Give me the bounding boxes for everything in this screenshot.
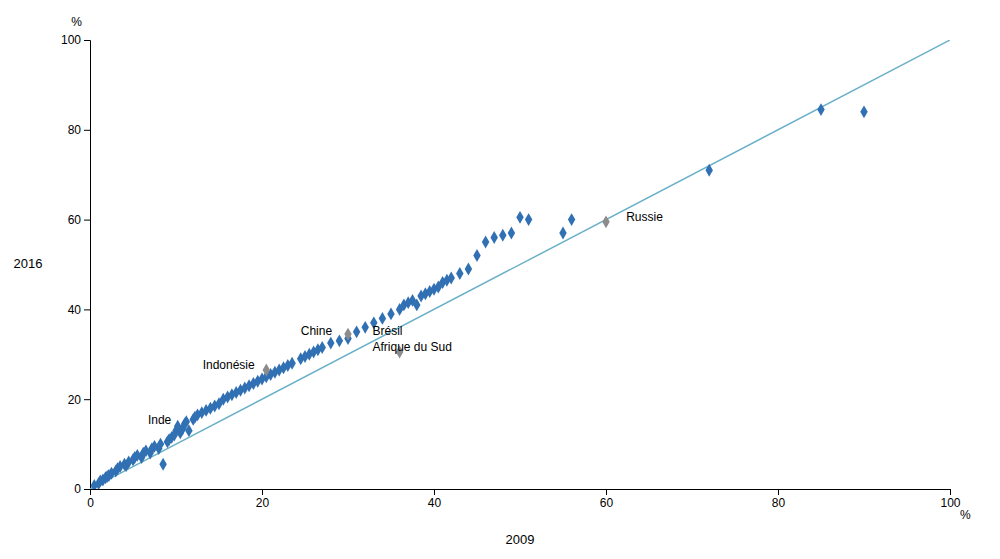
point <box>185 424 192 437</box>
point <box>344 328 351 341</box>
tick-line <box>84 489 90 490</box>
point <box>516 211 523 224</box>
point <box>482 236 489 249</box>
point <box>860 105 867 118</box>
y-axis: 0 20 40 60 80 100 <box>61 33 91 496</box>
point <box>559 227 566 240</box>
axis-line <box>91 490 951 496</box>
y-axis-label: 2016 <box>14 256 43 271</box>
point <box>318 341 325 354</box>
point <box>159 458 166 471</box>
tick-line <box>950 489 951 495</box>
tick-label: 0 <box>74 482 81 496</box>
tick-line <box>84 309 90 310</box>
point <box>456 267 463 280</box>
marks <box>90 40 950 489</box>
tick: 40 <box>428 489 442 510</box>
point <box>817 103 824 116</box>
tick: 40 <box>68 303 90 317</box>
point <box>387 307 394 320</box>
tick-line <box>84 220 90 221</box>
tick-label: 80 <box>68 123 82 137</box>
point-group <box>263 215 610 376</box>
annotation: Indonésie <box>203 358 255 372</box>
tick-line <box>262 489 263 495</box>
point <box>705 164 712 177</box>
point <box>473 249 480 262</box>
annotation: Chine <box>301 324 333 338</box>
tick-label: 100 <box>940 496 960 510</box>
tick: 0 <box>74 482 90 496</box>
tick: 60 <box>68 213 90 227</box>
point <box>361 321 368 334</box>
tick-label: 60 <box>600 496 614 510</box>
tick: 80 <box>772 489 786 510</box>
tick-label: 40 <box>428 496 442 510</box>
point <box>379 312 386 325</box>
tick: 60 <box>600 489 614 510</box>
annotations: Inde Indonésie Chine Brésil Afrique du Sud Ru… <box>148 210 663 427</box>
tick-label: 20 <box>256 496 270 510</box>
point <box>157 438 164 451</box>
reference-line <box>90 40 950 489</box>
point <box>568 213 575 226</box>
point <box>508 227 515 240</box>
point <box>327 337 334 350</box>
tick-label: 40 <box>68 303 82 317</box>
tick-label: 20 <box>68 393 82 407</box>
tick-line <box>84 399 90 400</box>
tick-label: 0 <box>87 496 94 510</box>
plot: 0 20 40 60 80 100 0 20 40 60 80 100 Inde Indonésie Chi… <box>61 15 971 522</box>
tick-line <box>84 130 90 131</box>
annotation: Inde <box>148 413 172 427</box>
point <box>525 213 532 226</box>
annotation: Afrique du Sud <box>373 340 452 354</box>
y-unit: % <box>71 15 82 29</box>
tick-line <box>778 489 779 495</box>
point <box>413 298 420 311</box>
annotation: Brésil <box>373 324 403 338</box>
point <box>336 334 343 347</box>
chart-svg: 0 20 40 60 80 100 0 20 40 60 80 100 Inde Indonésie Chi… <box>0 0 1000 559</box>
point <box>602 215 609 228</box>
x-unit: % <box>960 508 971 522</box>
x-axis-label: 2009 <box>506 532 535 547</box>
tick-line <box>606 489 607 495</box>
point <box>447 272 454 285</box>
tick: 80 <box>68 123 90 137</box>
tick-label: 80 <box>772 496 786 510</box>
axis-line <box>84 41 91 490</box>
tick: 100 <box>940 489 960 510</box>
tick: 100 <box>61 33 90 47</box>
annotation: Russie <box>626 210 663 224</box>
point <box>499 229 506 242</box>
tick: 0 <box>87 489 94 510</box>
tick: 20 <box>256 489 270 510</box>
tick-line <box>434 489 435 495</box>
point <box>490 231 497 244</box>
point <box>465 263 472 276</box>
tick-label: 60 <box>68 213 82 227</box>
point <box>288 357 295 370</box>
tick-label: 100 <box>61 33 81 47</box>
tick-line <box>84 40 90 41</box>
x-axis: 0 20 40 60 80 100 <box>87 489 961 510</box>
tick: 20 <box>68 393 90 407</box>
chart-container: 0 20 40 60 80 100 0 20 40 60 80 100 Inde Indonésie Chi… <box>0 0 1000 559</box>
point-group <box>91 103 868 489</box>
point <box>263 364 270 377</box>
point <box>353 325 360 338</box>
